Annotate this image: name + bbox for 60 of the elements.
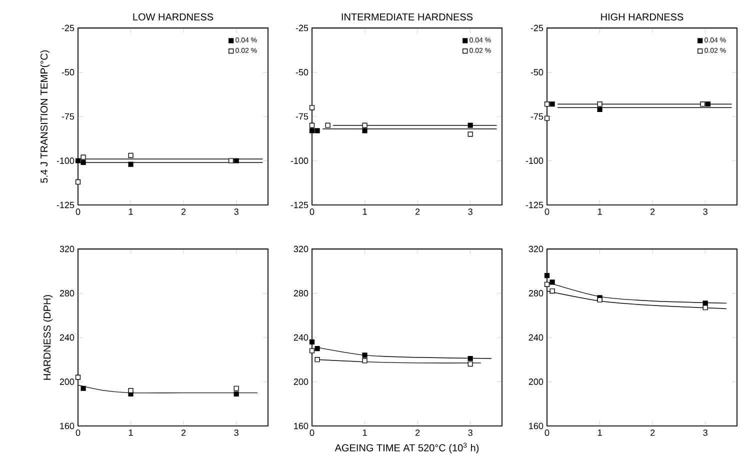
y-tick-label: 280	[294, 290, 308, 296]
y-tick-label: -125	[290, 202, 308, 208]
y-tick-label: -100	[526, 158, 544, 164]
y-tick-label: 160	[294, 422, 308, 430]
x-tick-label: 1	[598, 208, 602, 215]
y-tick-label: 240	[528, 334, 544, 341]
y-axis-title: HARDNESS (DPH)	[43, 295, 53, 380]
chart-title: LOW HARDNESS	[133, 13, 214, 20]
y-tick-label: 200	[294, 378, 308, 385]
y-tick-label: 280	[528, 290, 544, 296]
x-axis-title: AGEING TIME AT 520°C (10$^{3}$ h)	[334, 442, 479, 454]
x-tick-label: 2	[416, 208, 420, 215]
x-tick-label: 3	[234, 208, 238, 215]
x-tick-label: 0	[76, 430, 80, 436]
y-tick-label: 160	[529, 422, 544, 430]
x-tick-label: 1	[128, 430, 133, 436]
y-tick-label: -100	[290, 158, 308, 164]
y-tick-label: -125	[56, 202, 74, 208]
x-tick-label: 3	[703, 430, 708, 436]
y-tick-label: -25	[530, 24, 544, 32]
y-tick-label: 320	[60, 246, 74, 252]
y-tick-label: 200	[60, 378, 74, 385]
chart-title: HIGH HARDNESS	[601, 13, 684, 20]
x-tick-label: 0	[310, 208, 314, 215]
y-tick-label: -50	[530, 69, 544, 76]
x-tick-label: 1	[598, 430, 602, 436]
y-tick-label: 200	[528, 378, 544, 385]
y-tick-label: -25	[62, 24, 74, 32]
x-tick-label: 2	[416, 430, 420, 436]
x-tick-label: 2	[182, 208, 186, 215]
y-tick-label: 240	[60, 334, 74, 341]
x-tick-label: 0	[76, 208, 80, 215]
x-tick-label: 3	[468, 430, 472, 436]
y-tick-label: -25	[296, 24, 308, 32]
x-tick-label: 1	[128, 208, 133, 215]
y-tick-label: -125	[526, 202, 544, 208]
x-tick-label: 3	[703, 208, 708, 215]
x-tick-label: 2	[650, 430, 655, 436]
x-tick-label: 0	[544, 208, 550, 215]
y-tick-label: 320	[294, 246, 308, 252]
y-tick-label: -50	[62, 69, 74, 76]
x-tick-label: 0	[544, 430, 550, 436]
chart-title: INTERMEDIATE HARDNESS	[342, 13, 473, 20]
y-tick-label: -75	[530, 113, 544, 120]
y-tick-label: -50	[296, 69, 308, 76]
y-tick-label: 240	[294, 334, 308, 341]
y-tick-label: -75	[62, 113, 74, 120]
y-tick-label: -100	[56, 158, 74, 164]
y-tick-label: 160	[60, 422, 74, 430]
y-axis-title: 5.4 J TRANSITION TEMP(°C)	[40, 50, 50, 183]
x-tick-label: 3	[234, 430, 238, 436]
y-tick-label: 320	[528, 246, 544, 252]
x-tick-label: 2	[182, 430, 186, 436]
y-tick-label: 280	[60, 290, 74, 296]
x-tick-label: 2	[650, 208, 655, 215]
x-tick-label: 1	[362, 208, 367, 215]
x-tick-label: 1	[362, 430, 367, 436]
x-tick-label: 0	[310, 430, 314, 436]
x-tick-label: 3	[468, 208, 472, 215]
y-tick-label: -75	[296, 113, 308, 120]
